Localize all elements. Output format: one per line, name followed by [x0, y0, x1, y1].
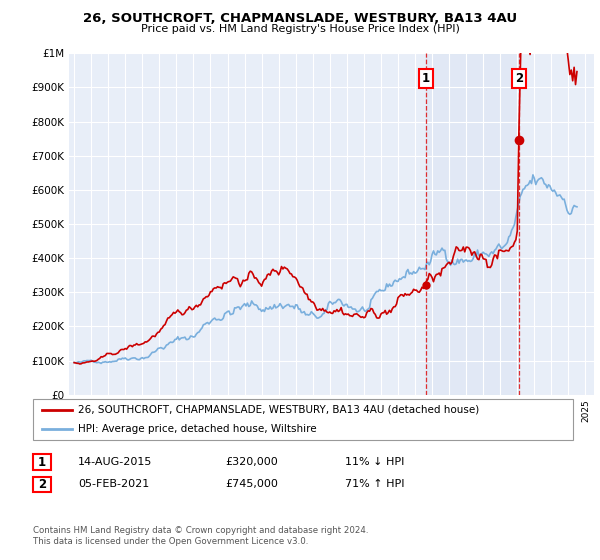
Text: 05-FEB-2021: 05-FEB-2021 — [78, 479, 149, 489]
Text: 26, SOUTHCROFT, CHAPMANSLADE, WESTBURY, BA13 4AU (detached house): 26, SOUTHCROFT, CHAPMANSLADE, WESTBURY, … — [78, 405, 479, 415]
Text: 2: 2 — [38, 478, 46, 491]
Text: 11% ↓ HPI: 11% ↓ HPI — [345, 457, 404, 467]
Text: 1: 1 — [422, 72, 430, 85]
Text: 71% ↑ HPI: 71% ↑ HPI — [345, 479, 404, 489]
Text: 26, SOUTHCROFT, CHAPMANSLADE, WESTBURY, BA13 4AU: 26, SOUTHCROFT, CHAPMANSLADE, WESTBURY, … — [83, 12, 517, 25]
Bar — [425, 53, 519, 395]
Text: 1: 1 — [38, 455, 46, 469]
Text: £320,000: £320,000 — [225, 457, 278, 467]
Text: Price paid vs. HM Land Registry's House Price Index (HPI): Price paid vs. HM Land Registry's House … — [140, 24, 460, 34]
Text: 14-AUG-2015: 14-AUG-2015 — [78, 457, 152, 467]
Text: 2: 2 — [515, 72, 523, 85]
Text: Contains HM Land Registry data © Crown copyright and database right 2024.
This d: Contains HM Land Registry data © Crown c… — [33, 526, 368, 546]
Text: £745,000: £745,000 — [225, 479, 278, 489]
Text: HPI: Average price, detached house, Wiltshire: HPI: Average price, detached house, Wilt… — [78, 423, 317, 433]
